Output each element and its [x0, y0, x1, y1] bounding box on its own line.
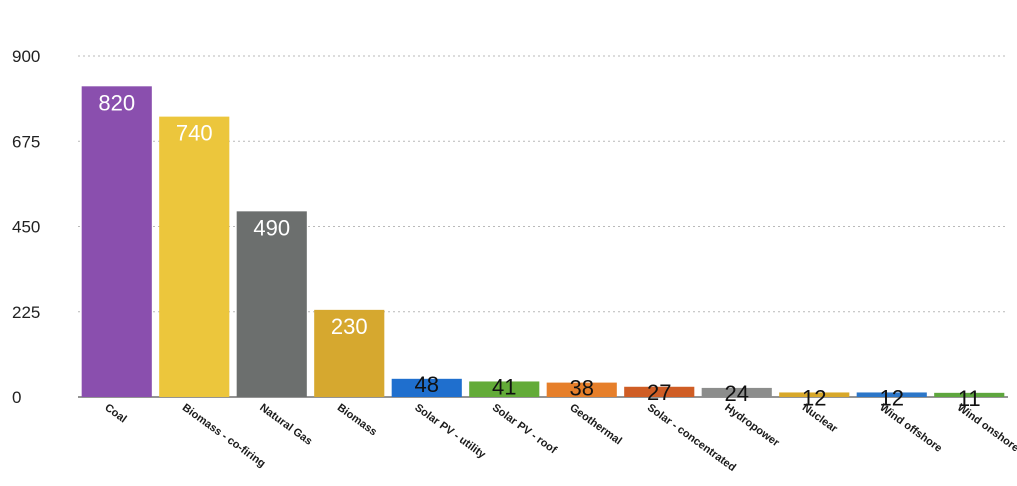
bar-wind-offshore [856, 392, 927, 397]
y-tick-label: 225 [12, 303, 40, 322]
y-tick-label: 450 [12, 218, 40, 237]
x-tick-label: Solar PV - utility [412, 402, 488, 462]
bar-hydropower [701, 387, 772, 397]
bars [81, 86, 1005, 398]
bar-solar-concentrated [624, 386, 695, 397]
bar-value-label: 48 [415, 372, 439, 397]
bar-wind-onshore [934, 392, 1005, 397]
bar-coal [81, 86, 152, 398]
bar-value-label: 740 [176, 121, 213, 146]
bar-natural-gas [236, 211, 307, 397]
x-tick-label: Natural Gas [257, 402, 314, 448]
bar-value-label: 24 [725, 381, 749, 406]
x-tick-label: Geothermal [567, 402, 624, 448]
bar-value-label: 490 [253, 215, 290, 240]
y-tick-label: 675 [12, 132, 40, 151]
bar-value-label: 820 [98, 90, 135, 115]
bar-value-label: 41 [492, 374, 516, 399]
x-tick-label: Wind onshore [955, 402, 1017, 455]
x-tick-label: Hydropower [722, 402, 782, 450]
bar-value-label: 12 [880, 385, 904, 410]
bar-solar-pv-utility [391, 378, 462, 397]
bar-solar-pv-roof [469, 381, 540, 397]
y-tick-label: 0 [12, 388, 21, 407]
bar-biomass-co-firing [159, 116, 230, 397]
bar-value-label: 12 [802, 385, 826, 410]
y-axis-ticks: 0 225 450 675 900 [12, 47, 40, 407]
x-tick-label: Biomass - co-firing [180, 402, 268, 470]
bar-biomass [314, 309, 385, 397]
x-tick-label: Biomass [335, 402, 379, 439]
gridlines [78, 55, 1008, 398]
x-tick-label: Coal [102, 402, 128, 426]
y-tick-label: 900 [12, 47, 40, 66]
bar-value-labels: 820 740 490 230 48 41 38 27 24 12 12 11 [98, 90, 980, 411]
bar-value-label: 11 [958, 386, 981, 411]
bar-nuclear [779, 392, 850, 397]
x-tick-label: Solar PV - roof [490, 402, 559, 457]
bar-geothermal [546, 382, 617, 397]
bar-value-label: 38 [570, 376, 594, 401]
x-tick-label: Wind offshore [877, 402, 944, 455]
bar-value-label: 230 [331, 314, 368, 339]
bar-value-label: 27 [647, 380, 671, 405]
